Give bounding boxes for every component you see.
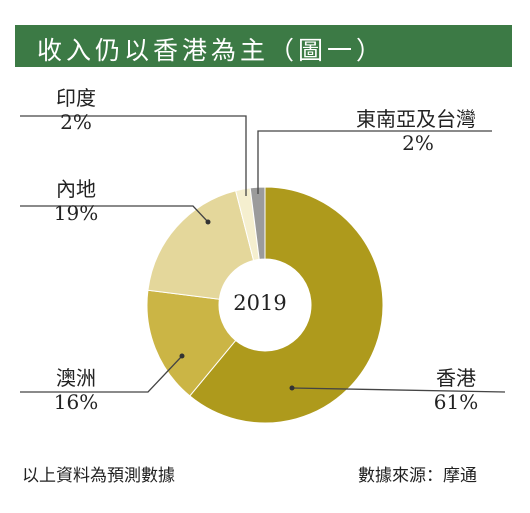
leader-dot-australia [179, 353, 185, 359]
label-sea-taiwan-name: 東南亞及台灣 [356, 107, 476, 131]
label-hongkong-value: 61% [433, 390, 479, 414]
footnote-forecast: 以上資料為預測數據 [22, 466, 175, 486]
label-australia-value: 16% [53, 390, 99, 414]
slice-hongkong [189, 186, 384, 424]
label-sea-taiwan-value: 2% [402, 131, 434, 155]
footnote-source: 數據來源：摩通 [358, 466, 477, 486]
slice-mainland [147, 190, 255, 300]
leader-india [20, 115, 247, 196]
label-hongkong-name: 香港 [436, 366, 476, 390]
label-australia: 澳洲 16% [52, 366, 100, 414]
label-mainland: 內地 19% [52, 177, 100, 225]
label-india: 印度 2% [52, 86, 100, 134]
label-india-value: 2% [60, 110, 92, 134]
leader-sea-taiwan [257, 130, 492, 194]
center-year-label: 2019 [233, 291, 286, 315]
label-mainland-name: 內地 [56, 177, 96, 201]
slice-sea-taiwan [249, 186, 266, 260]
label-sea-taiwan: 東南亞及台灣 2% [336, 107, 496, 155]
label-hongkong: 香港 61% [428, 366, 484, 414]
label-australia-name: 澳洲 [56, 366, 96, 390]
leader-dot-mainland [205, 219, 211, 225]
title-banner: 收入仍以香港為主（圖一） [15, 25, 512, 67]
label-india-name: 印度 [56, 86, 96, 110]
leader-hongkong [291, 387, 506, 393]
leader-mainland [20, 205, 209, 223]
chart-title: 收入仍以香港為主（圖一） [37, 36, 386, 65]
leader-australia [20, 355, 183, 393]
label-mainland-value: 19% [53, 201, 99, 225]
leader-dot-hongkong [289, 385, 295, 391]
